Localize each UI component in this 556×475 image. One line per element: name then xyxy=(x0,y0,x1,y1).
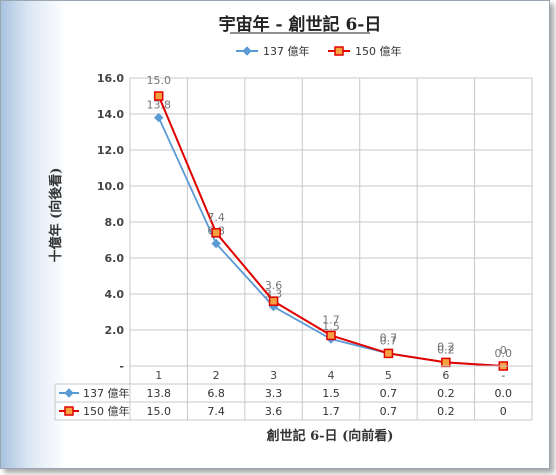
table-cell: 3.6 xyxy=(265,405,283,418)
y-tick-label: 6.0 xyxy=(105,252,125,265)
data-table: 1 2 3 4 5 6 - 137 億年 13.8 6.8 3.3 1.5 0.7 0.2 0.0 150 億… xyxy=(54,365,533,421)
y-tick-label: - xyxy=(119,360,124,373)
table-cell: 0 xyxy=(500,405,507,418)
table-cell: 0.7 xyxy=(380,387,398,400)
data-label: 1.5 xyxy=(322,320,340,333)
table-cell: 0.7 xyxy=(380,405,398,418)
table-cell: 3.3 xyxy=(265,387,283,400)
x-tick-label: 3 xyxy=(270,369,277,382)
data-point xyxy=(334,46,344,56)
data-label: 0.0 xyxy=(495,347,513,360)
data-label: 7.4 xyxy=(207,211,225,224)
table-cell: 0.2 xyxy=(437,387,455,400)
table-series-name: 137 億年 xyxy=(83,386,130,400)
table-cell: 13.8 xyxy=(146,387,171,400)
table-cell: 1.5 xyxy=(322,387,340,400)
data-point xyxy=(64,388,74,398)
y-tick-label: 8.0 xyxy=(105,216,125,229)
y-tick-label: 2.0 xyxy=(105,324,125,337)
x-tick-label: 5 xyxy=(385,369,392,382)
data-point xyxy=(268,296,279,306)
data-point xyxy=(154,112,164,123)
y-tick-label: 14.0 xyxy=(97,108,124,121)
data-point xyxy=(326,330,336,341)
y-axis-title: 十億年 (向後看) xyxy=(48,168,64,263)
x-tick-label: 4 xyxy=(328,369,335,382)
data-point xyxy=(211,238,221,249)
data-label: 0 xyxy=(500,344,507,357)
x-axis-title: 創世記 6-日 (向前看) xyxy=(266,428,394,444)
data-label: 0.7 xyxy=(380,334,398,347)
legend-entry: 137 億年 xyxy=(263,44,310,58)
data-point xyxy=(64,406,74,416)
y-tick-label: 12.0 xyxy=(97,144,124,157)
chart-title: 宇宙年 - 創世記 6-日 xyxy=(219,14,382,35)
data-point xyxy=(383,348,394,359)
table-cell: 15.0 xyxy=(146,405,171,418)
legend-entry: 150 億年 xyxy=(355,44,402,58)
data-label: 1.7 xyxy=(322,313,340,326)
data-label: 0.2 xyxy=(437,340,455,353)
legend: 137 億年 150 億年 xyxy=(236,44,402,58)
table-cell: 6.8 xyxy=(207,387,225,400)
x-tick-label: 6 xyxy=(442,369,449,382)
table-series-name: 150 億年 xyxy=(83,404,130,418)
data-point xyxy=(441,357,451,368)
data-label: 0.2 xyxy=(437,343,455,356)
data-label: 0.7 xyxy=(380,331,398,344)
y-tick-label: 10.0 xyxy=(97,180,124,193)
x-tick-label: 1 xyxy=(155,369,162,382)
table-cell: 7.4 xyxy=(207,405,225,418)
data-point xyxy=(242,46,252,56)
data-point xyxy=(153,91,164,101)
data-point xyxy=(211,228,221,238)
x-tick-label: - xyxy=(501,369,505,382)
y-tick-label: 4.0 xyxy=(105,288,125,301)
table-cell: 0.0 xyxy=(495,387,513,400)
data-label: 15.0 xyxy=(146,74,171,87)
y-tick-label: 16.0 xyxy=(97,72,124,85)
plot-area: -2.04.06.08.010.012.014.016.013.86.83.31… xyxy=(97,72,533,373)
x-tick-label: 2 xyxy=(213,369,220,382)
table-cell: 0.2 xyxy=(437,405,455,418)
table-cell: 1.7 xyxy=(322,405,340,418)
data-label: 3.6 xyxy=(265,279,283,292)
